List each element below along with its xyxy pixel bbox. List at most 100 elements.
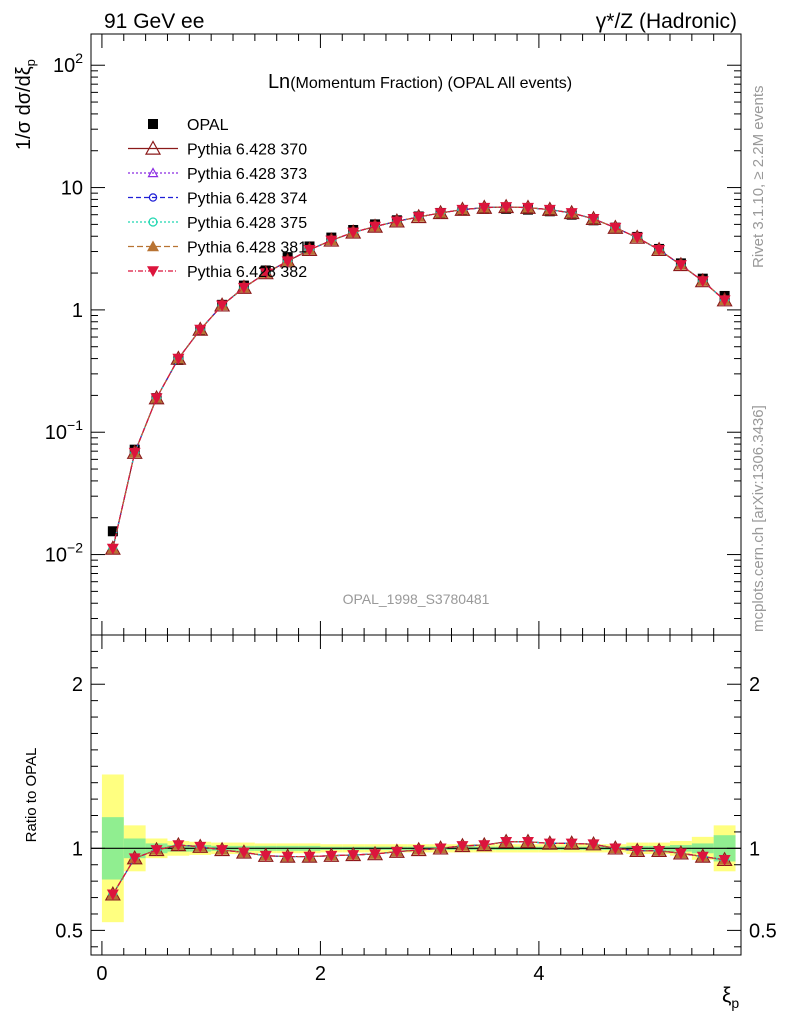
data-point: [653, 845, 666, 857]
data-point: [347, 850, 360, 861]
process-label: γ*/Z (Hadronic): [596, 10, 737, 33]
data-point: [347, 227, 360, 239]
ratio-frame: [90, 634, 742, 956]
series-line: [112, 206, 726, 549]
legend-label: Pythia 6.428 381: [187, 240, 307, 257]
analysis-tag: OPAL_1998_S3780481: [343, 591, 490, 607]
legend-item: Pythia 6.428 381: [128, 240, 307, 257]
y-tick-label: 102: [53, 50, 83, 77]
ratio-y-tick-label-right: 0.5: [749, 920, 777, 942]
data-point: [325, 235, 338, 247]
data-point: [500, 836, 513, 848]
data-point: [543, 204, 556, 216]
data-point: [456, 204, 469, 216]
data-point: [128, 447, 141, 459]
data-point: [434, 208, 447, 219]
data-point: [325, 850, 338, 862]
data-point: [144, 140, 162, 155]
data-point: [303, 851, 316, 863]
y-tick-label: 1: [72, 300, 83, 322]
data-point: [172, 353, 185, 365]
data-point: [106, 543, 119, 555]
ratio-y-axis-label: Ratio to OPAL: [23, 748, 40, 843]
data-point: [369, 849, 382, 861]
legend-item: Pythia 6.428 374: [128, 191, 307, 208]
data-point: [303, 244, 316, 256]
data-point: [653, 244, 666, 256]
data-point: [434, 843, 447, 855]
main-panel: 10−2 10−1 1 10 102 Ln(Momentum Fraction) (OP…: [13, 33, 742, 636]
data-point: [587, 839, 600, 851]
y-tick-label: 10−2: [45, 540, 83, 567]
data-point: [107, 526, 118, 537]
rivet-version-label: Rivet 3.1.10, ≥ 2.2M events: [750, 86, 767, 269]
data-point: [148, 193, 158, 202]
data-point: [216, 845, 229, 856]
ratio-y-tick-label: 0.5: [55, 920, 83, 942]
data-point: [106, 889, 119, 901]
legend-label: Pythia 6.428 382: [187, 264, 307, 281]
series-line: [112, 206, 726, 549]
legend-label: Pythia 6.428 370: [187, 142, 307, 159]
energy-label: 91 GeV ee: [104, 10, 204, 33]
data-point: [369, 221, 382, 233]
x-tick-label: 0: [96, 963, 107, 985]
data-point: [543, 838, 556, 850]
data-point: [147, 266, 159, 277]
data-point: [696, 851, 709, 863]
data-point: [216, 300, 229, 312]
series-6: [106, 202, 731, 555]
data-point: [500, 202, 513, 213]
ratio-line: [112, 841, 725, 895]
legend-item: Pythia 6.428 382: [128, 264, 307, 281]
mcplots-label: mcplots.cern.ch [arXiv:1306.3436]: [750, 405, 767, 632]
legend: OPAL Pythia 6.428 370 Pythia 6.428 373 Pyth…: [128, 117, 307, 281]
data-point: [587, 214, 600, 225]
legend-item: OPAL: [148, 117, 229, 134]
data-point: [390, 216, 403, 228]
data-point: [259, 850, 272, 862]
data-point: [609, 222, 622, 234]
x-tick-label: 2: [315, 963, 326, 985]
y-axis-label: 1/σ dσ/dξp: [13, 59, 38, 150]
ratio-y-tick-label-right: 2: [749, 674, 760, 696]
data-point: [237, 282, 250, 294]
x-tick-label: 4: [533, 963, 544, 985]
data-point: [148, 119, 158, 129]
legend-label: Pythia 6.428 373: [187, 166, 307, 183]
series-line: [112, 206, 726, 549]
data-point: [609, 843, 622, 855]
data-point: [237, 847, 250, 859]
y-tick-label: 10−1: [45, 417, 83, 444]
data-point: [456, 841, 469, 852]
data-point: [148, 217, 158, 227]
data-point: [147, 240, 159, 252]
x-axis-label: ξp: [722, 984, 739, 1011]
series-line: [112, 206, 726, 549]
data-point: [281, 256, 294, 268]
ratio-series-5: [106, 836, 731, 901]
data-point: [565, 208, 578, 219]
main-title: Ln(Momentum Fraction) (OPAL All events): [268, 71, 572, 93]
data-point: [147, 167, 159, 178]
ratio-y-tick-label: 2: [72, 674, 83, 696]
data-point: [631, 232, 644, 244]
y-tick-label: 10: [61, 178, 83, 200]
data-point: [478, 202, 491, 214]
data-point: [259, 268, 272, 280]
data-point: [565, 838, 578, 850]
data-point: [521, 836, 534, 848]
data-point: [194, 841, 207, 853]
data-point: [631, 845, 644, 857]
data-point: [150, 393, 163, 405]
ratio-y-tick-label: 1: [72, 838, 83, 860]
legend-item: Pythia 6.428 370: [128, 140, 307, 159]
series-line: [112, 206, 726, 549]
ratio-y-tick-label-right: 1: [749, 838, 760, 860]
data-point: [718, 295, 731, 307]
data-point: [194, 324, 207, 336]
data-point: [172, 840, 185, 852]
data-point: [412, 212, 425, 223]
legend-label: Pythia 6.428 375: [187, 215, 307, 232]
